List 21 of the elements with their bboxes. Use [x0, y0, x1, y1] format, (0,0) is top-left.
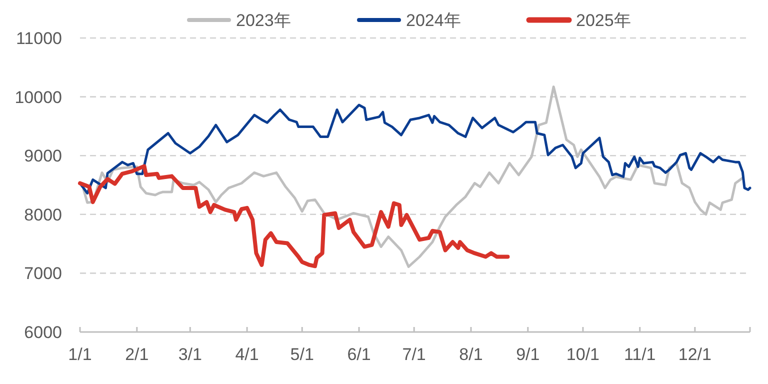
- legend-label: 2023年: [236, 11, 291, 30]
- legend-label: 2025年: [576, 11, 631, 30]
- y-tick-label: 7000: [24, 264, 62, 284]
- y-tick-label: 9000: [24, 146, 62, 166]
- x-tick-label: 8/1: [459, 345, 483, 364]
- y-tick-label: 8000: [24, 205, 62, 224]
- x-tick-label: 12/1: [678, 345, 712, 364]
- x-tick-label: 3/1: [178, 345, 202, 364]
- x-tick-label: 4/1: [235, 345, 259, 364]
- y-tick-label: 10000: [14, 88, 62, 107]
- x-tick-label: 5/1: [290, 345, 314, 364]
- x-tick-label: 9/1: [516, 345, 540, 364]
- y-tick-label: 11000: [16, 29, 62, 48]
- x-tick-label: 1/1: [68, 345, 92, 364]
- x-tick-label: 10/1: [566, 345, 600, 364]
- y-tick-label: 6000: [24, 323, 62, 342]
- x-tick-label: 11/1: [624, 345, 656, 364]
- x-tick-label: 6/1: [347, 345, 371, 364]
- x-tick-label: 2/1: [125, 345, 149, 364]
- legend-label: 2024年: [406, 11, 461, 30]
- x-tick-label: 7/1: [402, 345, 426, 364]
